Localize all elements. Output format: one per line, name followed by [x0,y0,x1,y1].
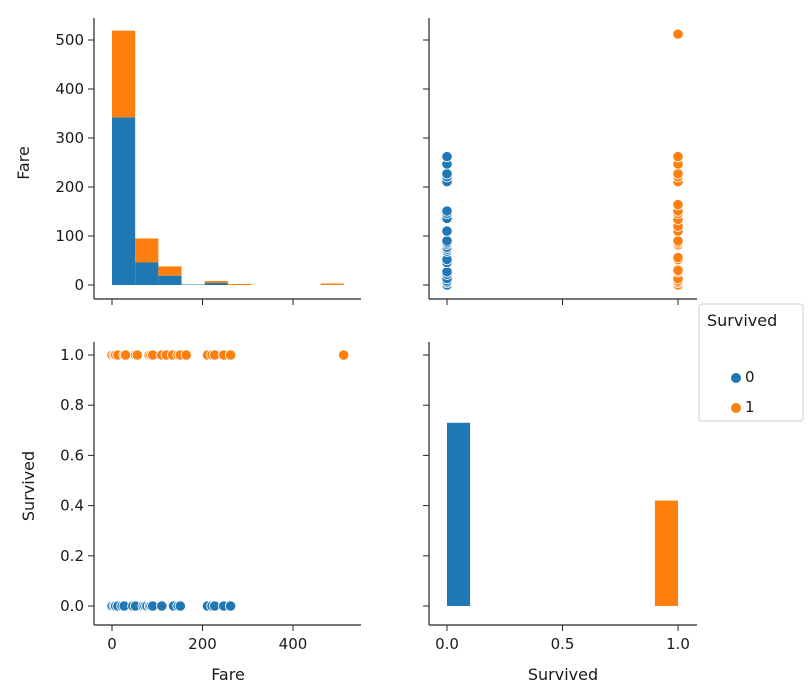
hist-fare-bar-1-5 [227,284,252,285]
scatter-tr-point-0-22 [441,151,453,163]
scatter-tr-point-1-22 [672,28,684,40]
y-axis-label-fare: Fare [14,146,33,180]
legend: Survived 0 1 [698,303,804,422]
panel-survived-vs-fare-scatter [423,18,697,305]
x-axis-label-survived: Survived [528,665,598,684]
hist-fare-ytick-label-0: 0 [74,276,84,294]
hist-fare-ytick-label-1: 100 [55,227,84,245]
hist-fare-bar-1-0 [112,30,136,118]
scatter-tr-point-0-13 [441,235,453,247]
hist-fare-bar-0-2 [158,275,182,285]
scatter-bl-point-0-22 [224,600,237,612]
hist-fare-bar-0-4 [204,283,228,285]
scatter-bl-point-1-22 [338,349,350,361]
scatter-bl-point-0-17 [174,600,186,612]
panel-fare-histogram: 0 100 200 300 400 500 [55,18,361,305]
scatter-tr-point-1-21 [672,151,684,163]
legend-title: Survived [707,311,777,330]
hist-fare-bar-0-0 [112,117,136,285]
scatter-tr-point-1-16 [672,199,684,211]
legend-label-0: 0 [745,368,755,386]
scatter-bl-point-1-5 [119,349,132,361]
hist-fare-ytick-label-2: 200 [55,178,84,196]
panel-survived-histogram: 0.0 0.5 1.0 [423,342,697,653]
scatter-bl-xtick-label-1: 200 [188,635,217,653]
legend-marker-1 [731,403,741,413]
scatter-tr-point-1-5 [672,264,684,276]
scatter-bl-ytick-label-2: 0.4 [60,497,84,515]
hist-fare-bar-1-4 [204,281,228,284]
hist-surv-xtick-label-0: 0.0 [435,635,459,653]
scatter-tr-point-1-19 [672,168,684,180]
y-axis-label-survived: Survived [19,451,38,521]
scatter-tr-point-0-17 [441,205,453,217]
scatter-bl-xtick-label-0: 0 [107,635,117,653]
hist-fare-ytick-label-3: 300 [55,129,84,147]
panel-fare-vs-survived-scatter: 0.0 0.2 0.4 0.6 0.8 1.0 0 200 400 [60,342,361,653]
scatter-bl-ytick-label-5: 1.0 [60,346,84,364]
hist-surv-bar-0-0 [447,422,471,606]
scatter-bl-ytick-label-1: 0.2 [60,547,84,565]
hist-fare-ytick-label-4: 400 [55,80,84,98]
hist-surv-bar-1-9 [654,500,678,606]
legend-marker-0 [731,373,741,383]
legend-label-1: 1 [745,398,755,416]
hist-fare-bar-1-2 [158,266,182,276]
scatter-bl-ytick-label-0: 0.0 [60,597,84,615]
hist-fare-bar-1-1 [135,238,159,263]
hist-fare-ytick-label-5: 500 [55,31,84,49]
legend-frame [698,303,804,422]
scatter-tr-point-0-14 [441,225,453,237]
x-axis-label-fare: Fare [211,665,245,684]
scatter-tr-point-1-7 [672,251,684,264]
scatter-bl-point-1-7 [131,349,143,361]
hist-fare-bar-1-9 [320,283,344,285]
scatter-bl-xtick-label-2: 400 [279,635,308,653]
hist-surv-xtick-label-1: 0.5 [551,635,575,653]
hist-fare-bar-0-1 [135,262,159,285]
scatter-bl-point-0-14 [156,600,168,612]
scatter-tr-point-0-5 [441,266,453,278]
hist-surv-xtick-label-2: 1.0 [666,635,690,653]
scatter-tr-point-1-10 [672,235,684,247]
scatter-tr-point-0-20 [441,168,453,180]
scatter-bl-ytick-label-3: 0.6 [60,446,84,464]
scatter-bl-point-1-21 [224,349,237,361]
scatter-bl-point-1-16 [180,349,192,361]
scatter-bl-ytick-label-4: 0.8 [60,396,84,414]
